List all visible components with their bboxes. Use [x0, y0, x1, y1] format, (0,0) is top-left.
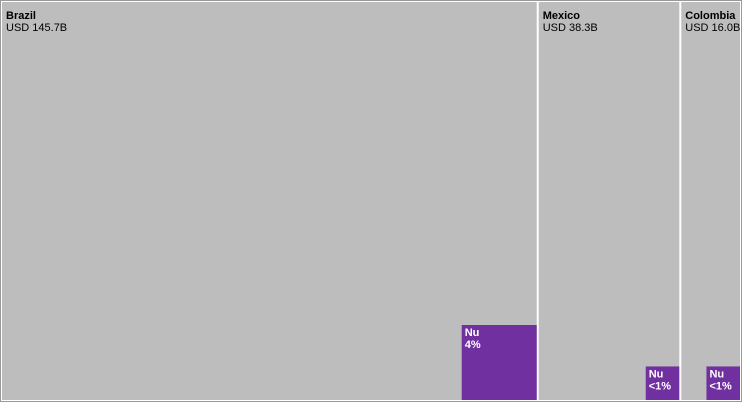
tile	[538, 2, 680, 400]
tile-value: USD 145.7B	[6, 22, 67, 34]
tile	[681, 2, 740, 400]
share-name: Nu	[649, 369, 664, 381]
share-box	[706, 366, 740, 400]
share-value: <1%	[649, 381, 672, 393]
share-name: Nu	[465, 327, 480, 339]
tile	[2, 2, 537, 400]
share-box	[645, 366, 680, 400]
share-value: <1%	[709, 381, 732, 393]
tile-name: Brazil	[6, 10, 36, 22]
share-value: 4%	[465, 339, 481, 351]
share-name: Nu	[709, 369, 724, 381]
tile-value: USD 16.0B	[685, 22, 740, 34]
tile-value: USD 38.3B	[543, 22, 598, 34]
tile-name: Colombia	[685, 10, 736, 22]
share-box	[461, 325, 537, 400]
tile-name: Mexico	[543, 10, 581, 22]
